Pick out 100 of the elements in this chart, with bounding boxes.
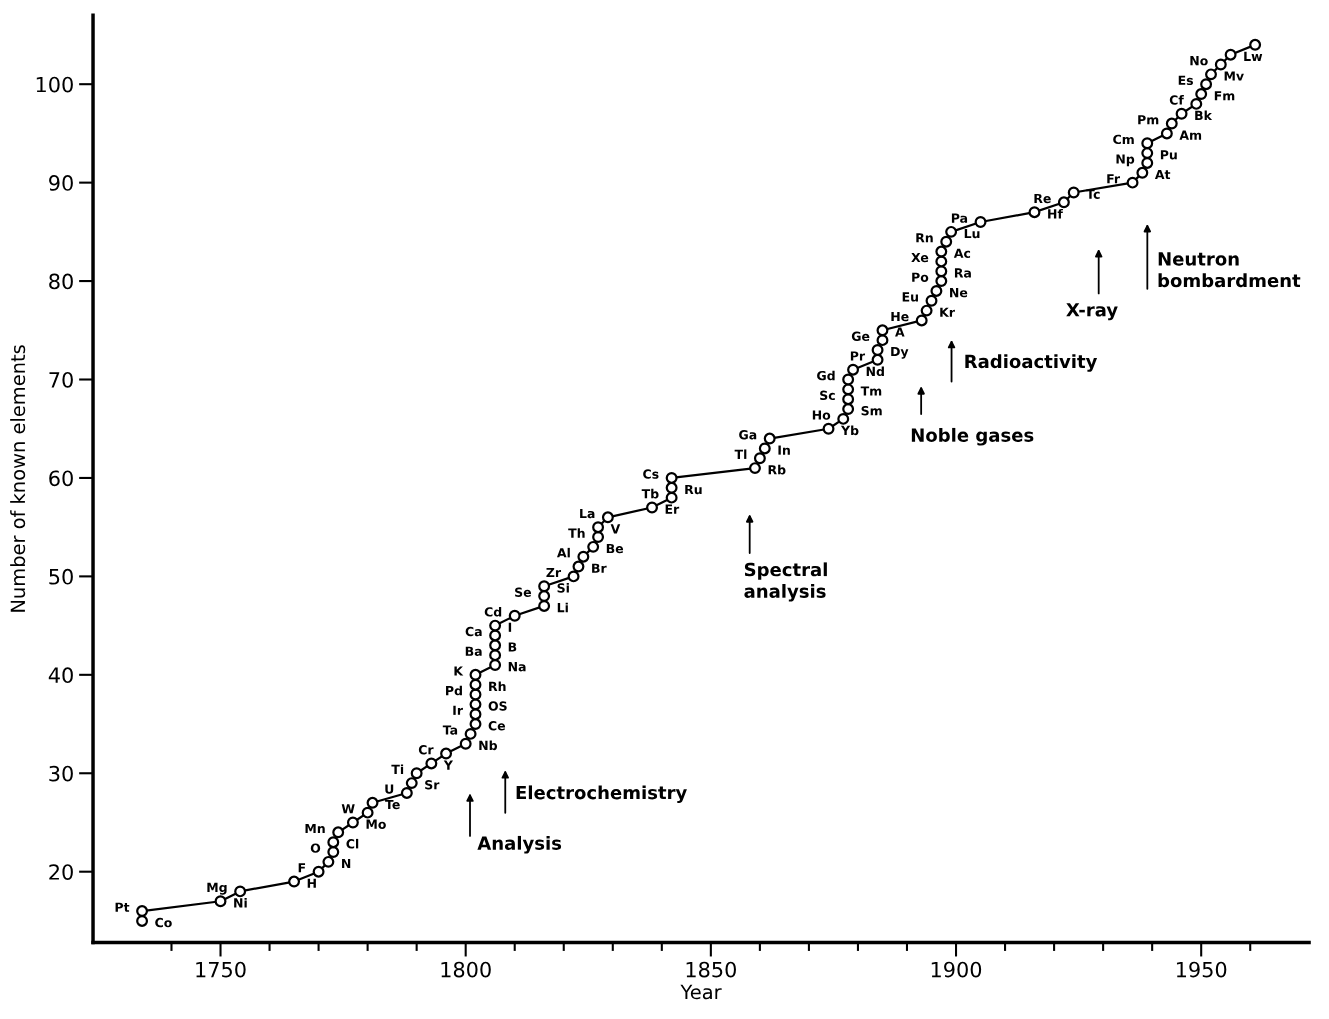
annotation: Li <box>557 602 568 613</box>
annotation: Ca <box>465 626 482 637</box>
annotation: Bk <box>1195 110 1213 120</box>
annotation: Eu <box>902 292 918 302</box>
annotation: Ni <box>234 897 247 908</box>
annotation: Rn <box>916 233 933 243</box>
annotation: Ir <box>453 705 463 715</box>
annotation: Ce <box>488 720 506 731</box>
x-tick-label: 1850 <box>686 961 736 978</box>
y-tick-label: 80 <box>49 273 73 290</box>
annotation: Mo <box>366 819 386 829</box>
annotation: Zr <box>546 567 562 578</box>
annotation: Ti <box>391 764 404 774</box>
annotation: Sm <box>861 405 882 416</box>
annotation: Th <box>568 528 585 538</box>
x-tick-label: 1900 <box>931 961 982 978</box>
annotation: Cr <box>418 744 434 755</box>
annotation: OS <box>488 701 507 711</box>
annotation: I <box>508 622 512 632</box>
annotation: F <box>298 863 306 873</box>
annotation: Dy <box>891 346 909 359</box>
annotation: Nd <box>866 366 884 377</box>
annotation: Cs <box>643 469 659 479</box>
annotation: Mv <box>1224 71 1244 81</box>
annotation: Tl <box>734 449 747 459</box>
annotation: Rb <box>768 464 786 475</box>
x-tick-label: 1950 <box>1176 961 1227 978</box>
annotation: Neutron bombardment <box>1158 252 1301 288</box>
annotation: X-ray <box>1066 303 1118 321</box>
x-tick-label: 1750 <box>196 961 246 978</box>
annotation: Sr <box>425 780 440 790</box>
annotation: Pd <box>446 685 462 696</box>
y-tick-label: 70 <box>49 371 73 388</box>
x-tick-label: 1800 <box>441 961 491 978</box>
annotation: Yb <box>840 425 859 436</box>
annotation: Pm <box>1138 115 1159 125</box>
annotation: Gd <box>817 370 835 381</box>
annotation: N <box>342 858 351 869</box>
annotation: Pa <box>951 213 968 223</box>
annotation: Ge <box>851 331 870 341</box>
annotation: Cm <box>1113 134 1134 145</box>
annotation: Nb <box>479 740 498 751</box>
annotation: Noble gases <box>911 427 1034 446</box>
annotation: Es <box>1178 75 1193 86</box>
y-tick-label: 90 <box>49 175 73 191</box>
annotation: Te <box>385 799 400 810</box>
annotation: Np <box>1116 154 1135 167</box>
annotation: Pr <box>850 351 866 361</box>
annotation: Po <box>912 272 929 282</box>
annotation: Cf <box>1169 95 1184 105</box>
annotation: Pt <box>115 902 130 912</box>
annotation: B <box>508 642 517 652</box>
y-tick-label: 30 <box>49 765 73 782</box>
annotation: V <box>610 524 621 534</box>
annotation: Cl <box>346 838 359 849</box>
annotation: Lu <box>964 228 980 239</box>
annotation: U <box>385 784 394 794</box>
annotation: Ac <box>953 248 971 258</box>
annotation: Sc <box>820 390 835 401</box>
annotation: Br <box>592 563 607 573</box>
y-tick-label: 60 <box>49 470 73 487</box>
annotation: Mg <box>207 882 227 895</box>
annotation: Analysis <box>477 835 562 854</box>
annotation: W <box>341 804 355 814</box>
annotation: K <box>454 666 464 676</box>
y-tick-label: 100 <box>36 76 73 93</box>
annotation: Ba <box>465 646 482 656</box>
annotation: Na <box>508 662 526 672</box>
annotation: Ga <box>739 429 757 440</box>
annotation: At <box>1154 169 1171 180</box>
annotation: Se <box>515 587 532 597</box>
annotation: Pu <box>1160 150 1177 160</box>
annotation: Radioactivity <box>965 354 1098 372</box>
annotation: He <box>891 312 909 322</box>
y-axis-title: Number of known elements <box>10 345 26 612</box>
annotation: Tb <box>641 488 659 499</box>
annotation: Mn <box>305 823 325 833</box>
y-tick-label: 20 <box>49 864 73 880</box>
annotation: Al <box>556 547 570 558</box>
annotation: Si <box>557 582 569 593</box>
annotation: Hf <box>1048 208 1063 219</box>
annotation: Y <box>443 760 454 770</box>
annotation: Ho <box>812 410 831 420</box>
annotation: Fr <box>1107 174 1121 184</box>
annotation: Xe <box>911 252 929 263</box>
annotation: Er <box>665 504 680 514</box>
annotation: Cd <box>484 606 502 617</box>
annotation: Be <box>606 543 624 554</box>
annotation: Fm <box>1214 91 1235 101</box>
annotation: Ru <box>685 484 702 495</box>
annotation: Lw <box>1244 51 1263 61</box>
annotation: A <box>895 327 905 337</box>
annotation: No <box>1190 56 1208 66</box>
annotation: Ta <box>442 725 458 735</box>
annotation: Ne <box>950 288 968 298</box>
annotation: Co <box>155 917 172 928</box>
annotation: Spectral analysis <box>744 562 827 602</box>
annotation: Ra <box>954 268 971 278</box>
x-axis-title: Year <box>680 984 722 1000</box>
annotation: O <box>310 843 321 853</box>
